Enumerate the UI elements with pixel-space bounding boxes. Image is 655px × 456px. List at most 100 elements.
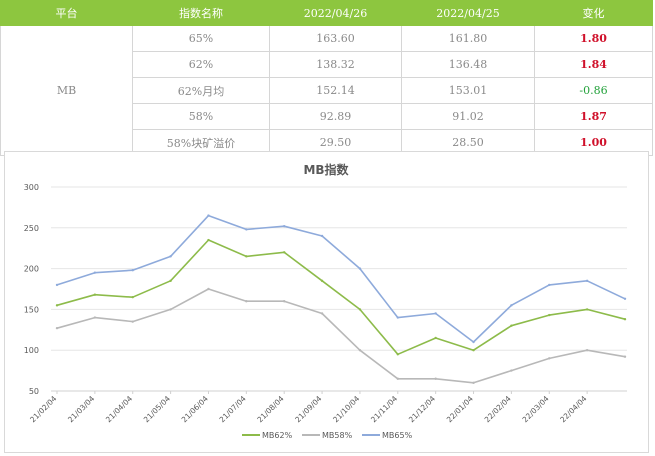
- x-tick-label: 21/12/04: [407, 394, 437, 424]
- x-tick-label: 21/10/04: [331, 394, 361, 424]
- change-cell: 1.80: [534, 25, 653, 52]
- platform-cell: MB: [0, 25, 133, 156]
- data-point: [358, 349, 362, 352]
- data-point: [283, 300, 286, 303]
- change-cell: 1.84: [534, 51, 653, 78]
- series-line-mb62pct: [56, 239, 626, 356]
- data-point: [358, 308, 362, 311]
- value-cell: 92.89: [269, 103, 402, 130]
- data-point: [472, 349, 475, 352]
- x-tick-label: 21/09/04: [293, 394, 323, 424]
- price-table: 平台 指数名称 2022/04/26 2022/04/25 变化 MB 65% …: [0, 0, 653, 156]
- data-point: [320, 279, 324, 283]
- data-point: [283, 224, 286, 228]
- data-point: [55, 283, 59, 287]
- value-cell: 136.48: [401, 51, 535, 78]
- y-tick-label: 100: [24, 346, 39, 355]
- legend-label: MB65%: [382, 431, 413, 440]
- data-point: [472, 381, 475, 385]
- data-point: [434, 336, 437, 340]
- x-tick-label: 21/07/04: [218, 394, 248, 424]
- change-cell: -0.86: [534, 77, 653, 104]
- data-point: [207, 214, 210, 217]
- y-tick-label: 150: [24, 305, 39, 314]
- value-cell: 153.01: [401, 77, 535, 104]
- data-point: [548, 283, 551, 287]
- index-name-cell: 65%: [132, 25, 270, 52]
- data-point: [585, 349, 589, 352]
- table-row: 62% 138.32 136.48 1.84: [1, 51, 653, 78]
- data-point: [358, 267, 362, 270]
- data-point: [169, 308, 172, 311]
- header-change: 变化: [534, 0, 653, 26]
- legend-label: MB62%: [262, 431, 293, 440]
- data-point: [585, 279, 589, 283]
- table-row: 58% 92.89 91.02 1.87: [1, 103, 653, 130]
- data-point: [320, 312, 324, 315]
- value-cell: 161.80: [401, 25, 535, 52]
- header-index-name: 指数名称: [132, 0, 270, 26]
- value-cell: 152.14: [269, 77, 402, 104]
- data-point: [55, 326, 59, 330]
- data-point: [245, 255, 248, 258]
- legend-label: MB58%: [322, 431, 353, 440]
- data-point: [131, 269, 134, 272]
- data-point: [510, 304, 513, 307]
- data-point: [396, 316, 399, 319]
- table-row: MB 65% 163.60 161.80 1.80: [0, 25, 653, 156]
- data-point: [548, 357, 551, 360]
- x-tick-label: 21/11/04: [369, 394, 399, 424]
- x-tick-label: 22/04/04: [558, 394, 588, 424]
- data-point: [131, 295, 134, 299]
- data-point: [169, 255, 172, 258]
- value-cell: 91.02: [401, 103, 535, 130]
- line-chart: MB指数 300 250 200 150 100 50 21/02/04 21/03/04 2…: [24, 162, 627, 440]
- x-tick-label: 21/02/04: [28, 394, 58, 424]
- y-tick-label: 300: [24, 183, 39, 192]
- header-date-1: 2022/04/26: [269, 0, 402, 26]
- data-point: [434, 377, 437, 380]
- x-tick-label: 21/06/04: [180, 394, 210, 424]
- data-point: [207, 287, 210, 291]
- y-tick-label: 250: [24, 224, 39, 233]
- chart-container: MB指数 300 250 200 150 100 50 21/02/04 21/03/04 2…: [4, 151, 649, 453]
- data-point: [396, 377, 399, 380]
- x-tick-label: 22/02/04: [483, 394, 513, 424]
- data-point: [207, 238, 210, 242]
- header-date-2: 2022/04/25: [401, 0, 535, 26]
- y-tick-label: 200: [24, 265, 39, 274]
- x-tick-label: 21/04/04: [104, 394, 134, 424]
- data-point: [623, 317, 627, 321]
- chart-title: MB指数: [303, 162, 349, 177]
- series-line-mb65pct: [56, 214, 626, 343]
- data-point: [245, 300, 248, 303]
- series-line-mb58pct: [56, 288, 626, 384]
- index-name-cell: 58%: [132, 103, 270, 130]
- data-point: [510, 324, 513, 327]
- data-point: [396, 353, 399, 356]
- data-point: [585, 308, 589, 311]
- table-header-row: 平台 指数名称 2022/04/26 2022/04/25 变化: [0, 0, 653, 26]
- data-point: [93, 271, 97, 274]
- value-cell: 163.60: [269, 25, 402, 52]
- data-point: [548, 313, 551, 317]
- data-point: [55, 304, 59, 307]
- data-point: [245, 228, 248, 231]
- x-tick-label: 21/05/04: [142, 394, 172, 424]
- y-tick-label: 50: [29, 387, 39, 396]
- index-name-cell: 62%: [132, 51, 270, 78]
- data-point: [472, 340, 475, 344]
- header-platform: 平台: [0, 0, 133, 26]
- data-point: [169, 279, 172, 283]
- change-cell: 1.87: [534, 103, 653, 130]
- x-tick-label: 22/03/04: [520, 394, 550, 424]
- x-tick-label: 21/08/04: [255, 394, 285, 424]
- data-point: [320, 234, 324, 238]
- x-tick-label: 21/03/04: [66, 394, 96, 424]
- value-cell: 138.32: [269, 51, 402, 78]
- data-point: [283, 251, 286, 254]
- data-point: [434, 312, 437, 315]
- data-point: [93, 293, 97, 296]
- index-name-cell: 62%月均: [132, 77, 270, 104]
- table-row: 62%月均 152.14 153.01 -0.86: [1, 77, 653, 104]
